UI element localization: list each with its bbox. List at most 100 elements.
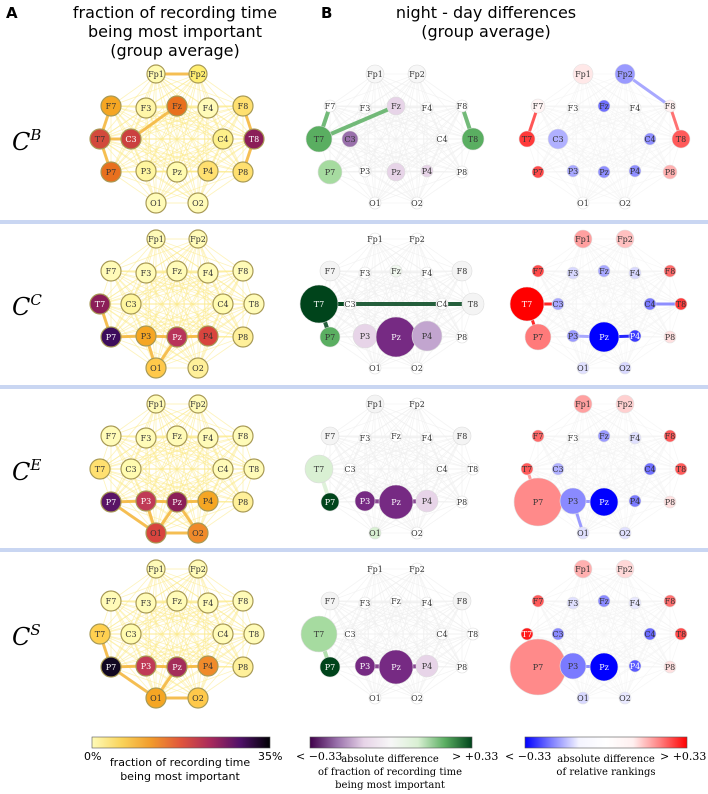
electrode-label-t7: T7 xyxy=(314,630,324,639)
graph-edge xyxy=(441,468,463,503)
electrode-node-f3 xyxy=(135,427,157,449)
row-divider xyxy=(0,385,708,389)
electrode-node-fp1 xyxy=(146,394,166,414)
graph-edge xyxy=(110,435,157,534)
electrode-node-p8 xyxy=(455,495,469,509)
electrode-node-t8 xyxy=(461,292,485,316)
electrode-node-o1 xyxy=(368,526,382,540)
electrode-node-fp1 xyxy=(146,559,166,579)
graph-edge xyxy=(537,336,626,369)
graph-edge xyxy=(441,303,463,338)
graph-b-0: Fp1 Fp2 F7 F3 Fz F4 F8 T7 C3 C4 T8 P7 P3 Pz P4 P8 O1 O2 xyxy=(305,64,485,210)
row-label-cs: CS xyxy=(12,621,41,651)
graph-edge xyxy=(441,633,463,668)
electrode-node-fz xyxy=(386,96,406,116)
graph-edge xyxy=(526,600,671,635)
graph-edge xyxy=(99,105,178,140)
electrode-label-p8: P8 xyxy=(665,498,675,507)
electrode-node-o1 xyxy=(368,361,382,375)
electrode-label-p3: P3 xyxy=(568,497,578,506)
graph-edge xyxy=(349,270,397,305)
electrode-node-o1 xyxy=(145,522,167,544)
graph-edge xyxy=(582,170,636,204)
graph-edge xyxy=(197,403,244,503)
electrode-node-f4 xyxy=(628,266,642,280)
graph-edge xyxy=(624,633,682,699)
graph-edge xyxy=(197,435,244,534)
electrode-node-t7 xyxy=(89,128,111,150)
graph-edge xyxy=(364,272,474,305)
graph-edge xyxy=(155,270,244,369)
colorbar-b2-min: < −0.33 xyxy=(505,750,551,763)
electrode-label-fp1: Fp1 xyxy=(575,565,591,574)
graph-edge xyxy=(197,73,244,173)
electrode-label-f4: F4 xyxy=(422,599,433,608)
electrode-node-f8 xyxy=(663,429,677,443)
electrode-label-pz: Pz xyxy=(391,663,401,672)
electrode-node-p7 xyxy=(320,492,340,512)
electrode-node-f8 xyxy=(232,260,254,282)
electrode-label-c4: C4 xyxy=(644,630,655,639)
electrode-node-p4 xyxy=(415,489,439,513)
electrode-node-fp2 xyxy=(614,63,636,85)
graph-edge xyxy=(110,73,199,107)
electrode-node-t7 xyxy=(299,284,339,324)
graph-edge xyxy=(364,107,463,173)
graph-edge xyxy=(99,600,178,635)
electrode-label-pz: Pz xyxy=(172,168,182,177)
electrode-label-o1: O1 xyxy=(577,199,589,208)
electrode-node-p8 xyxy=(232,161,254,183)
graph-edge xyxy=(130,602,209,635)
electrode-label-p4: P4 xyxy=(630,497,640,506)
graph-edge xyxy=(526,468,636,502)
electrode-node-fz xyxy=(389,264,403,278)
electrode-node-f3 xyxy=(566,266,580,280)
graph-edge xyxy=(130,633,244,668)
graph-edge xyxy=(155,600,244,699)
electrode-label-p8: P8 xyxy=(457,663,467,672)
graph-edge xyxy=(582,171,671,204)
electrode-label-c3: C3 xyxy=(125,300,136,309)
electrode-node-t7 xyxy=(509,286,545,322)
graph-a-0: Fp1 Fp2 F7 F3 Fz F4 F8 T7 C3 C4 T8 P7 P3 Pz P4 P8 O1 O2 xyxy=(89,64,265,214)
graph-edge xyxy=(557,138,671,173)
graph-edge xyxy=(110,107,209,173)
graph-edge xyxy=(364,437,428,502)
electrode-label-p4: P4 xyxy=(422,662,432,671)
electrode-label-f4: F4 xyxy=(630,434,641,443)
panel-a-title-line1: fraction of recording time xyxy=(73,3,277,22)
graph-edge xyxy=(329,568,376,668)
electrode-label-f3: F3 xyxy=(141,434,152,443)
electrode-node-fp2 xyxy=(188,64,208,84)
electrode-label-c4: C4 xyxy=(436,300,447,309)
graph-edge xyxy=(364,602,474,635)
electrode-node-c3 xyxy=(343,462,357,476)
graph-edge xyxy=(557,435,671,470)
graph-edge xyxy=(155,105,244,204)
graph-edge xyxy=(329,403,376,503)
electrode-node-c4 xyxy=(212,293,234,315)
graph-edge xyxy=(557,468,671,503)
electrode-label-fz: Fz xyxy=(599,102,609,111)
electrode-label-t7: T7 xyxy=(314,135,324,144)
graph-edge xyxy=(526,633,636,667)
panel-b-title-line1: night - day differences xyxy=(396,3,576,22)
graph-edge xyxy=(110,171,199,204)
electrode-label-fp2: Fp2 xyxy=(190,565,206,574)
electrode-node-o2 xyxy=(618,361,632,375)
electrode-node-pz xyxy=(588,321,620,353)
graph-edge xyxy=(329,602,428,668)
graph-edge xyxy=(557,270,671,305)
electrode-node-c4 xyxy=(435,132,449,146)
electrode-label-o2: O2 xyxy=(619,694,631,703)
graph-edge xyxy=(416,336,463,369)
graph-edge xyxy=(155,501,244,534)
electrode-label-pz: Pz xyxy=(599,498,609,507)
electrode-label-fp2: Fp2 xyxy=(617,565,633,574)
graph-edge xyxy=(526,602,636,635)
graph-edge xyxy=(145,437,178,503)
graph-edge xyxy=(537,105,584,204)
electrode-node-p4 xyxy=(197,325,219,347)
electrode-node-fp2 xyxy=(410,232,424,246)
electrode-node-f8 xyxy=(452,426,472,446)
